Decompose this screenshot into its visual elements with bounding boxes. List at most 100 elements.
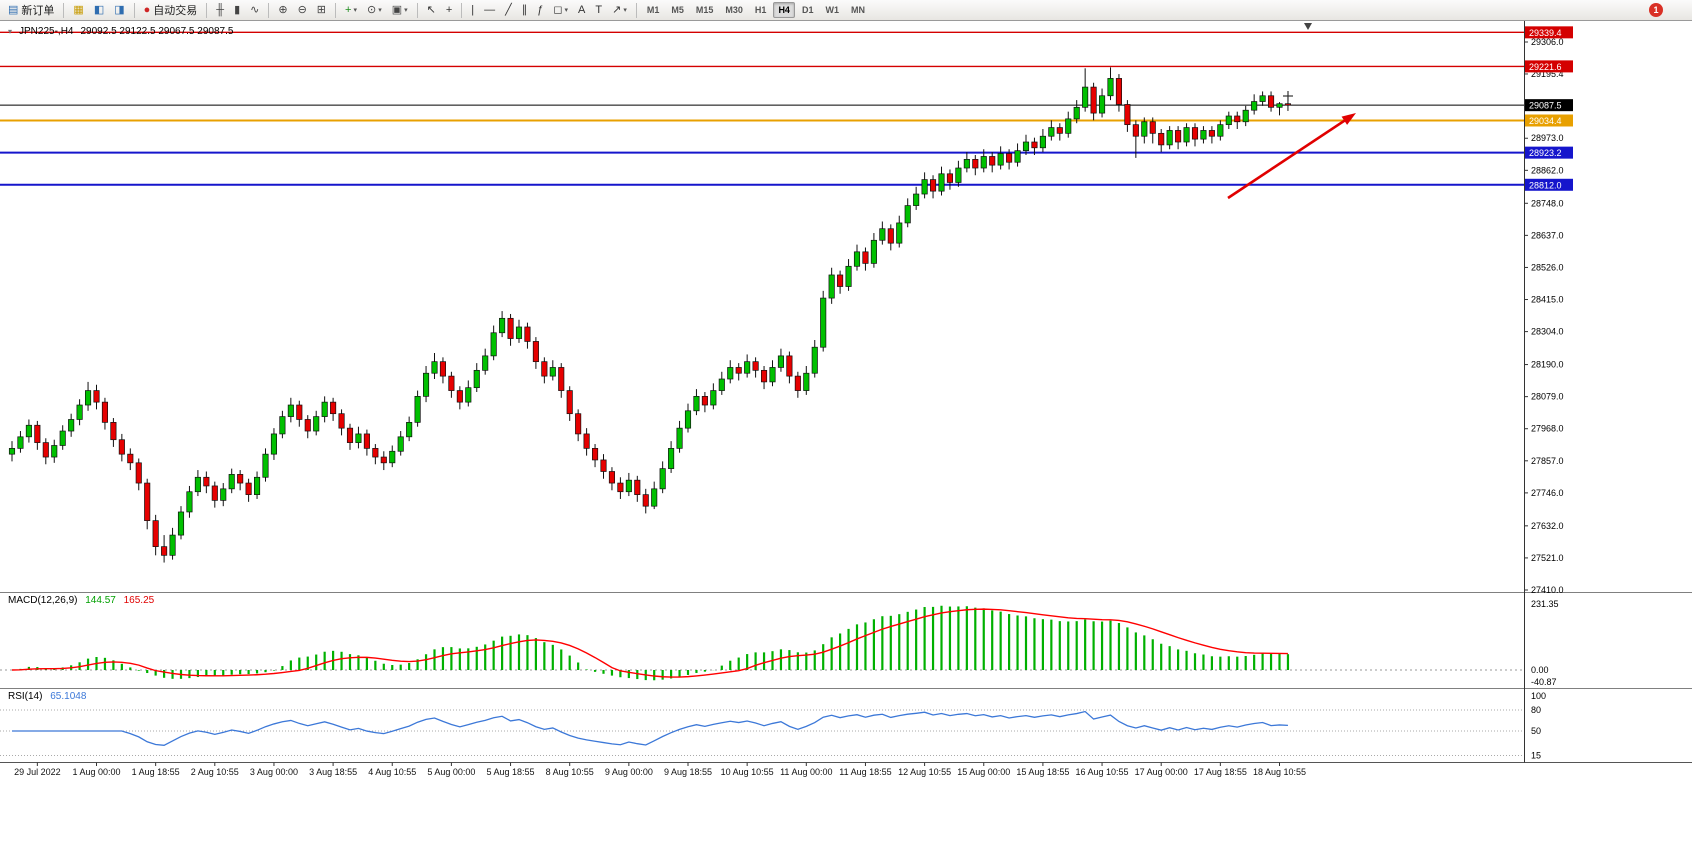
svg-text:11 Aug 00:00: 11 Aug 00:00 (780, 767, 832, 777)
svg-text:29034.4: 29034.4 (1529, 116, 1562, 126)
equidistant-channel-icon: ∥ (521, 3, 528, 16)
candlestick-series (8, 67, 1292, 563)
timeframe-d1-button[interactable]: D1 (801, 5, 814, 15)
toolbar-separator (133, 2, 135, 18)
vertical-line-button[interactable]: | (467, 1, 478, 20)
svg-text:27857.0: 27857.0 (1531, 456, 1564, 466)
price-label-28812.0: 28812.0 (1525, 178, 1573, 191)
autotrading-button[interactable]: ● 自动交易 (140, 1, 202, 20)
time-axis[interactable]: 29 Jul 2022 1 Aug 00:00 1 Aug 18:55 2 Aug 1… (14, 762, 1306, 778)
cursor-icon: ↖ (426, 3, 436, 16)
svg-text:27632.0: 27632.0 (1531, 521, 1564, 531)
periods-button[interactable]: ⊙ ▾ (363, 1, 386, 20)
trend-arrow[interactable] (1227, 113, 1356, 200)
svg-text:28812.0: 28812.0 (1529, 180, 1562, 190)
chart-shift-marker[interactable] (1304, 23, 1312, 30)
text-label-icon: T (595, 3, 603, 16)
cursor-crosshair (1283, 91, 1293, 101)
line-chart-icon: ∿ (250, 3, 260, 16)
price-label-29339.4: 29339.4 (1525, 26, 1573, 39)
notification-badge[interactable]: 1 (1649, 3, 1663, 17)
svg-text:28415.0: 28415.0 (1531, 295, 1564, 305)
timeframe-m5-button[interactable]: M5 (671, 5, 684, 15)
one-click-trading-icon[interactable]: ▾ (8, 27, 13, 36)
price-label-28923.2: 28923.2 (1525, 146, 1573, 159)
timeframe-m30-button[interactable]: M30 (725, 5, 743, 15)
svg-text:3 Aug 18:55: 3 Aug 18:55 (309, 767, 357, 777)
autotrading-label: 自动交易 (153, 5, 198, 17)
svg-text:28526.0: 28526.0 (1531, 262, 1564, 272)
vertical-line-icon: | (471, 3, 475, 16)
crosshair-icon: + (445, 3, 453, 16)
indicator-axis[interactable]: 231.35 0.00 -40.87 100 80 50 15 (1531, 599, 1559, 761)
indicators-button[interactable]: + ▾ (341, 1, 361, 20)
svg-text:29195.4: 29195.4 (1531, 69, 1564, 79)
svg-text:29306.0: 29306.0 (1531, 37, 1564, 47)
timeframe-m1-button[interactable]: M1 (646, 5, 660, 15)
zoom-out-button[interactable]: ⊖ (294, 1, 311, 20)
svg-text:29221.6: 29221.6 (1529, 62, 1562, 72)
timeframe-w1-button[interactable]: W1 (825, 5, 839, 15)
autotrading-icon: ● (143, 3, 151, 16)
svg-text:-40.87: -40.87 (1531, 677, 1557, 687)
new-order-button[interactable]: ▤ 新订单 (4, 1, 58, 20)
new-order-icon: ▤ (8, 3, 19, 16)
macd-name: MACD(12,26,9) (8, 595, 78, 606)
market-watch-button[interactable]: ◧ (90, 1, 108, 20)
svg-text:15 Aug 00:00: 15 Aug 00:00 (957, 767, 1010, 777)
svg-text:231.35: 231.35 (1531, 599, 1559, 609)
text-label-button[interactable]: T (591, 1, 606, 20)
templates-button[interactable]: ▣ ▾ (388, 1, 412, 20)
equidistant-channel-button[interactable]: ∥ (518, 1, 532, 20)
zoom-in-button[interactable]: ⊕ (274, 1, 291, 20)
chart-profiles-icon: ▦ (73, 3, 84, 16)
ohlc-readout: 29092.5 29122.5 29067.5 29087.5 (80, 26, 234, 37)
horizontal-line-button[interactable]: — (480, 1, 499, 20)
macd-histogram (19, 605, 1290, 681)
bar-chart-icon: ╫ (216, 3, 225, 16)
cursor-button[interactable]: ↖ (423, 1, 440, 20)
arrows-button[interactable]: ↗ ▾ (608, 1, 631, 20)
timeframe-h1-button[interactable]: H1 (754, 5, 767, 15)
periods-dropdown-caret[interactable]: ▾ (378, 7, 382, 14)
indicators-dropdown-caret[interactable]: ▾ (353, 7, 357, 14)
svg-text:2 Aug 10:55: 2 Aug 10:55 (191, 767, 239, 777)
text-icon: A (578, 3, 586, 16)
timeframe-h4-button[interactable]: H4 (773, 2, 795, 18)
timeframe-m15-button[interactable]: M15 (695, 5, 714, 15)
timeframe-mn-button[interactable]: MN (850, 5, 865, 15)
price-label-29087.5: 29087.5 (1525, 99, 1573, 112)
indicators-icon: + (345, 3, 352, 16)
svg-text:17 Aug 00:00: 17 Aug 00:00 (1135, 767, 1188, 777)
price-axis[interactable]: 29306.029195.429084.928973.028862.028748… (1524, 37, 1564, 595)
svg-text:27521.0: 27521.0 (1531, 553, 1564, 563)
candlestick-chart-button[interactable]: ▮ (230, 1, 244, 20)
shapes-button[interactable]: ◻ ▾ (549, 1, 572, 20)
svg-text:8 Aug 10:55: 8 Aug 10:55 (546, 767, 594, 777)
arrows-dropdown-caret[interactable]: ▾ (623, 7, 627, 14)
arrows-icon: ↗ (612, 3, 622, 16)
main-chart-area[interactable] (0, 20, 1524, 592)
bar-chart-button[interactable]: ╫ (212, 1, 228, 20)
price-label-29034.4: 29034.4 (1525, 114, 1573, 127)
templates-dropdown-caret[interactable]: ▾ (404, 7, 408, 14)
fibonacci-icon: ƒ (537, 3, 544, 16)
crosshair-button[interactable]: + (442, 1, 456, 20)
svg-text:100: 100 (1531, 691, 1546, 701)
toolbar-separator (635, 2, 637, 18)
line-chart-button[interactable]: ∿ (246, 1, 263, 20)
chart-profiles-button[interactable]: ▦ (69, 1, 87, 20)
candlestick-chart-icon: ▮ (234, 3, 241, 16)
navigator-button[interactable]: ◨ (110, 1, 128, 20)
tile-windows-button[interactable]: ⊞ (313, 1, 330, 20)
rsi-line (12, 710, 1288, 746)
trendline-button[interactable]: ╱ (501, 1, 516, 20)
svg-text:29339.4: 29339.4 (1529, 28, 1562, 38)
macd-signal-line (11, 608, 1288, 678)
shapes-icon: ◻ (553, 3, 563, 16)
price-label-29221.6: 29221.6 (1525, 60, 1573, 73)
shapes-dropdown-caret[interactable]: ▾ (564, 7, 569, 14)
text-button[interactable]: A (574, 1, 589, 20)
fibonacci-button[interactable]: ƒ (533, 1, 547, 20)
